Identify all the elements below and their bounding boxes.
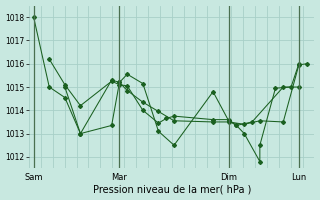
X-axis label: Pression niveau de la mer( hPa ): Pression niveau de la mer( hPa ): [92, 184, 251, 194]
